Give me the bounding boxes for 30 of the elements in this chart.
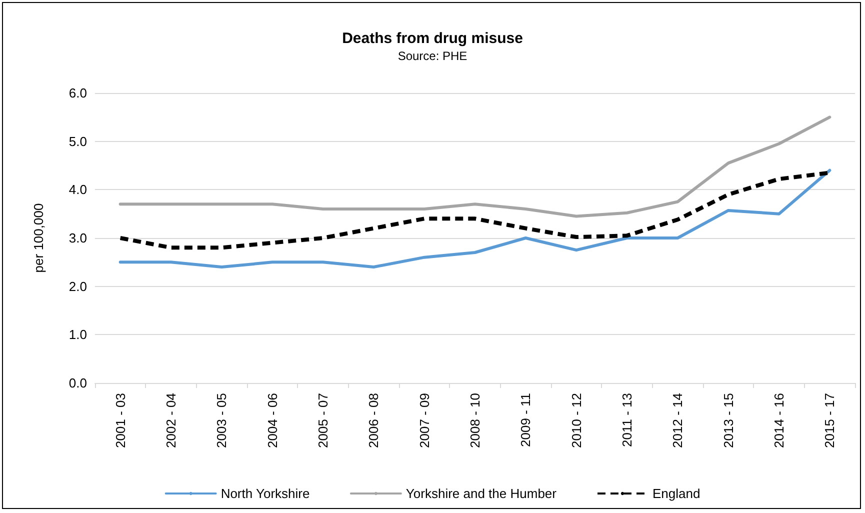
y-tick-label: 1.0 <box>68 327 87 342</box>
x-tick-label: 2010 - 12 <box>568 393 584 448</box>
x-tick-label: 2008 - 10 <box>468 393 482 448</box>
legend-label: North Yorkshire <box>220 486 310 501</box>
x-tick-label: 2003 - 05 <box>214 393 230 448</box>
x-tick-label: 2015 - 17 <box>822 393 838 448</box>
y-axis-title: per 100,000 <box>31 203 46 273</box>
y-tick-label: 6.0 <box>68 86 87 100</box>
chart-title: Deaths from drug misuse <box>342 30 523 47</box>
x-tick-label: 2013 - 15 <box>720 393 736 448</box>
x-tick-label: 2001 - 03 <box>112 393 128 448</box>
x-tick-label: 2012 - 14 <box>670 393 686 448</box>
x-tick-label: 2004 - 06 <box>264 393 280 448</box>
x-tick-label: 2002 - 04 <box>164 393 178 448</box>
legend-label: Yorkshire and the Humber <box>406 486 558 501</box>
chart-subtitle: Source: PHE <box>398 49 468 63</box>
y-tick-label: 5.0 <box>68 134 87 149</box>
x-tick-label: 2005 - 07 <box>316 393 330 448</box>
x-tick-label: 2006 - 08 <box>366 393 382 448</box>
x-tick-label: 2014 - 16 <box>772 393 786 448</box>
line-series <box>118 168 832 268</box>
x-tick-label: 2009 - 11 <box>518 393 534 447</box>
legend-label: England <box>652 486 700 501</box>
y-tick-label: 2.0 <box>68 278 87 294</box>
y-tick-label: 3.0 <box>68 230 87 246</box>
y-tick-label: 0.0 <box>68 376 87 390</box>
line-series <box>118 116 832 218</box>
x-tick-label: 2007 - 09 <box>416 393 432 448</box>
x-tick-label: 2011 - 13 <box>620 393 634 447</box>
y-tick-label: 4.0 <box>68 182 87 198</box>
